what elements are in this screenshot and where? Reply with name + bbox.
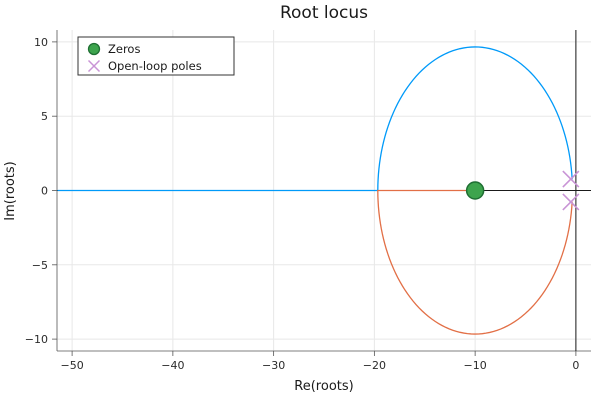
chart-title: Root locus: [280, 3, 368, 23]
x-tick-label: 0: [572, 359, 579, 372]
y-tick-label: 10: [34, 36, 48, 49]
x-tick-label: −10: [464, 359, 487, 372]
legend-pole-marker-icon: [87, 59, 101, 73]
x-tick-label: −20: [363, 359, 386, 372]
pole-zero-markers: [465, 170, 580, 211]
x-tick-label: −30: [262, 359, 285, 372]
x-tick-label: −50: [61, 359, 84, 372]
legend-zero-marker-icon: [87, 42, 101, 56]
locus-branches: [57, 46, 573, 335]
zero-marker: [465, 181, 485, 200]
pole-marker: [562, 170, 580, 188]
y-tick-label: −5: [32, 259, 48, 272]
y-axis-label: Im(roots): [3, 161, 18, 220]
y-tick-label: 0: [41, 185, 48, 198]
y-tick-label: −10: [25, 333, 48, 346]
pole-marker: [562, 193, 580, 211]
x-tick-label: −40: [161, 359, 184, 372]
locus-branch-lower: [377, 189, 573, 335]
locus-branch-upper: [57, 46, 573, 192]
legend-poles-label: Open-loop poles: [108, 59, 202, 73]
legend: Zeros Open-loop poles: [77, 36, 235, 76]
x-axis-label: Re(roots): [294, 379, 353, 394]
legend-zeros-label: Zeros: [108, 42, 140, 56]
legend-box: [77, 36, 235, 76]
y-tick-label: 5: [41, 110, 48, 123]
